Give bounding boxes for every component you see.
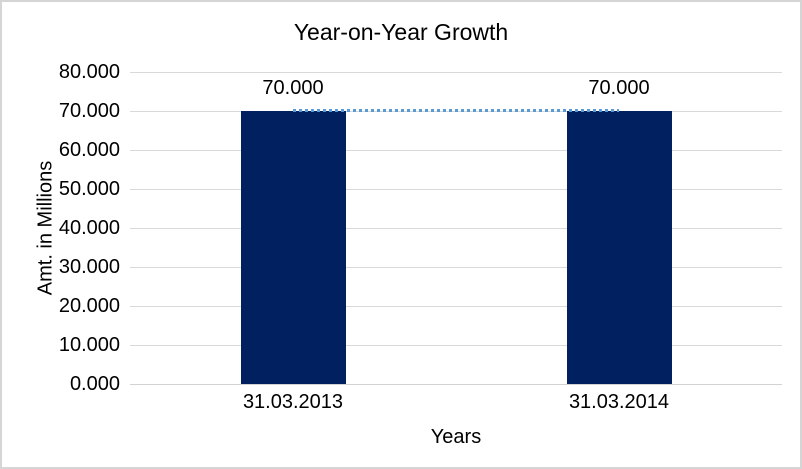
trend-connector-line xyxy=(293,109,619,112)
data-label: 70.000 xyxy=(588,77,650,99)
y-axis-tick-label: 40.000 xyxy=(58,217,120,239)
y-axis-tick-label: 0.000 xyxy=(69,373,120,395)
gridline xyxy=(130,305,782,307)
gridline xyxy=(130,188,782,190)
gridline xyxy=(130,266,782,268)
x-axis-tick-label: 31.03.2013 xyxy=(242,391,344,413)
x-axis-title: Years xyxy=(430,426,482,448)
bar xyxy=(240,111,346,384)
y-axis-tick-label: 60.000 xyxy=(58,139,120,161)
y-axis-tick-label: 70.000 xyxy=(58,100,120,122)
y-axis-tick-label: 30.000 xyxy=(58,256,120,278)
y-axis-tick-label: 50.000 xyxy=(58,178,120,200)
plot-area: 70.000 31.03.2013 70.000 31.03.2014 xyxy=(130,71,782,413)
chart-title: Year-on-Year Growth xyxy=(293,19,509,45)
gridline xyxy=(130,71,782,73)
gridline xyxy=(130,344,782,346)
bar xyxy=(566,111,672,384)
y-axis-tick-label: 80.000 xyxy=(58,61,120,83)
data-label: 70.000 xyxy=(262,77,324,99)
gridline xyxy=(130,383,782,385)
y-axis-tick-label: 20.000 xyxy=(58,295,120,317)
gridline xyxy=(130,227,782,229)
gridline xyxy=(130,149,782,151)
y-axis-tick-label: 10.000 xyxy=(58,334,120,356)
x-axis-tick-label: 31.03.2014 xyxy=(568,391,670,413)
